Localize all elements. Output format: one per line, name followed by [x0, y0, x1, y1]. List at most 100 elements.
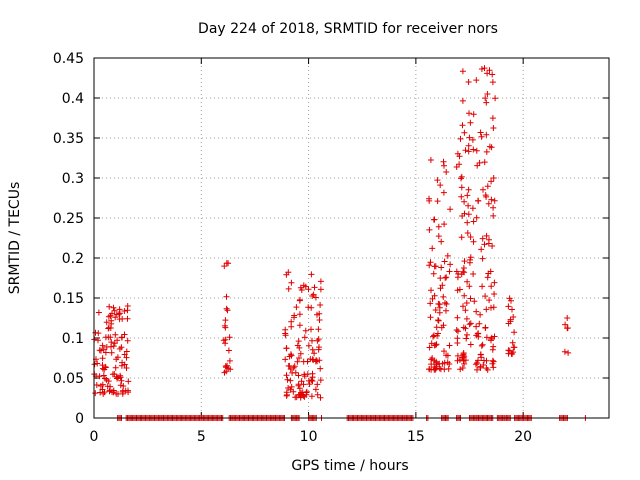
data-point	[311, 350, 318, 357]
data-point	[426, 262, 433, 269]
plot-frame	[93, 57, 610, 419]
data-point	[464, 219, 471, 226]
data-point	[288, 383, 295, 390]
data-point	[461, 129, 468, 136]
data-point	[308, 271, 315, 278]
data-point	[461, 360, 468, 367]
data-point	[317, 302, 324, 308]
data-point	[301, 334, 308, 341]
data-point	[292, 369, 299, 376]
data-point	[435, 300, 442, 307]
data-point	[105, 325, 112, 332]
data-point	[118, 334, 125, 341]
data-point	[459, 122, 466, 129]
data-point	[505, 347, 512, 354]
data-point	[485, 200, 492, 207]
data-point	[223, 305, 230, 312]
data-point	[458, 234, 465, 241]
data-point	[454, 335, 461, 342]
data-point	[427, 259, 434, 266]
x-tick-label: 20	[514, 429, 532, 445]
data-point	[436, 304, 443, 311]
data-point	[294, 358, 301, 365]
data-point	[429, 245, 436, 252]
data-point	[462, 307, 469, 314]
data-point	[315, 336, 322, 343]
data-point	[441, 258, 448, 265]
data-point	[490, 125, 497, 131]
data-point	[115, 391, 121, 397]
data-point	[475, 330, 482, 337]
data-point	[97, 383, 104, 389]
data-point	[291, 363, 298, 370]
data-point	[484, 183, 491, 190]
data-point	[509, 339, 516, 346]
data-point	[505, 320, 512, 327]
data-point	[484, 70, 491, 77]
data-point	[484, 274, 491, 281]
data-point	[312, 386, 319, 393]
data-point	[317, 286, 324, 293]
data-point	[285, 385, 292, 391]
data-point	[465, 142, 472, 149]
data-point	[314, 358, 321, 365]
data-point	[282, 356, 289, 363]
data-point	[476, 159, 483, 166]
data-point	[112, 364, 119, 371]
data-point	[488, 144, 495, 151]
data-point	[490, 204, 497, 211]
data-point	[466, 134, 473, 141]
data-point	[283, 271, 290, 278]
data-point	[303, 389, 310, 396]
data-point	[488, 283, 495, 290]
data-point	[110, 304, 117, 311]
data-point	[317, 278, 324, 285]
data-point	[105, 313, 112, 320]
data-point	[455, 328, 461, 335]
data-point	[111, 307, 118, 314]
data-point	[478, 133, 485, 140]
data-point	[562, 321, 569, 328]
data-point	[456, 161, 463, 168]
data-point	[314, 391, 321, 398]
data-point	[479, 283, 486, 290]
data-point	[119, 359, 126, 366]
data-point	[434, 177, 441, 184]
data-point	[441, 348, 447, 355]
data-point	[443, 307, 449, 314]
data-point	[112, 331, 119, 338]
data-point	[447, 206, 454, 213]
data-point	[477, 364, 484, 371]
data-point	[104, 383, 111, 390]
data-point	[479, 341, 486, 348]
data-point	[466, 283, 473, 290]
data-point	[102, 334, 109, 341]
data-point	[466, 110, 472, 117]
data-point	[475, 357, 481, 364]
data-point	[114, 375, 121, 382]
data-point	[444, 252, 451, 259]
data-point	[461, 292, 468, 299]
data-point	[490, 212, 497, 219]
data-point	[430, 270, 437, 277]
data-point	[223, 293, 230, 300]
data-point	[467, 295, 474, 302]
data-point	[99, 342, 106, 349]
data-point	[481, 159, 488, 166]
data-point	[108, 317, 115, 324]
x-axis-label: GPS time / hours	[291, 458, 408, 474]
data-point	[438, 238, 445, 245]
ticks	[93, 57, 609, 419]
data-point	[305, 286, 312, 293]
data-point	[284, 376, 291, 383]
data-point	[491, 291, 498, 297]
y-tick-label: 0.1	[62, 331, 84, 347]
data-point	[442, 299, 448, 306]
data-point	[288, 323, 295, 330]
data-point	[428, 356, 435, 363]
data-point	[100, 390, 107, 397]
data-point	[437, 366, 444, 373]
data-point	[463, 300, 470, 306]
data-point	[121, 331, 128, 338]
data-point	[438, 264, 445, 271]
